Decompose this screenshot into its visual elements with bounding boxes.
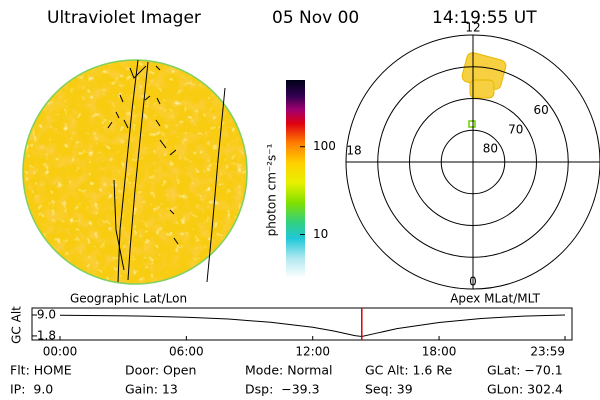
colorbar-label: photon cm⁻²s⁻¹ — [265, 143, 279, 236]
timeline: Geographic Lat/Lon Apex MLat/MLT GC Alt … — [10, 292, 573, 359]
disk-speckle — [24, 61, 246, 283]
y-axis-label: GC Alt — [10, 306, 24, 344]
lat-label: 80 — [483, 141, 498, 155]
x-tick-label: 18:00 — [422, 345, 457, 359]
x-tick-label: 06:00 — [169, 345, 204, 359]
colorbar-scale — [286, 80, 305, 278]
colorbar-tick-label: 10 — [313, 227, 328, 241]
status-field: GLon: 302.4 — [487, 382, 563, 397]
time: 14:19:55 UT — [432, 8, 537, 28]
status-field: GC Alt: 1.6 Re — [365, 363, 452, 378]
status-field: Dsp: −39.3 — [245, 382, 320, 397]
status-panel: Flt: HOME Door: Open Mode: Normal GC Alt: 1… — [10, 363, 563, 397]
timeline-right-title: Apex MLat/MLT — [450, 292, 540, 306]
date: 05 Nov 00 — [272, 8, 359, 28]
header: Ultraviolet Imager 05 Nov 00 14:19:55 UT — [47, 8, 537, 28]
lat-label: 70 — [508, 122, 523, 136]
aurora-spot — [468, 120, 476, 128]
lat-label: 60 — [533, 103, 548, 117]
y-tick-label: 1.8 — [37, 328, 56, 342]
y-tick-label: 9.0 — [37, 307, 56, 321]
altitude-line — [59, 314, 566, 338]
x-tick-label: 23:59 — [530, 345, 565, 359]
x-tick-label: 12:00 — [295, 345, 330, 359]
imager-disk — [22, 59, 248, 285]
status-field: Mode: Normal — [245, 363, 332, 378]
timeline-frame — [31, 307, 573, 341]
x-tick-label: 00:00 — [43, 345, 78, 359]
status-field: Seq: 39 — [365, 382, 413, 397]
mlt-label: 0 — [469, 275, 477, 289]
map-lines — [107, 59, 226, 283]
status-field: Door: Open — [125, 363, 196, 378]
mlt-label: 18 — [346, 144, 361, 158]
timeline-left-title: Geographic Lat/Lon — [70, 292, 187, 306]
mlt-label: 12 — [465, 21, 480, 35]
status-field: IP: 9.0 — [10, 382, 53, 397]
instrument: Ultraviolet Imager — [47, 8, 201, 28]
status-field: Gain: 13 — [125, 382, 178, 397]
status-field: GLat: −70.1 — [487, 363, 563, 378]
polar-plot: 807060121860 — [345, 21, 600, 290]
colorbar: photon cm⁻²s⁻¹ 100 10 — [265, 80, 336, 278]
aurora-patch — [469, 79, 495, 99]
status-field: Flt: HOME — [10, 363, 72, 378]
colorbar-tick-label: 100 — [313, 139, 336, 153]
